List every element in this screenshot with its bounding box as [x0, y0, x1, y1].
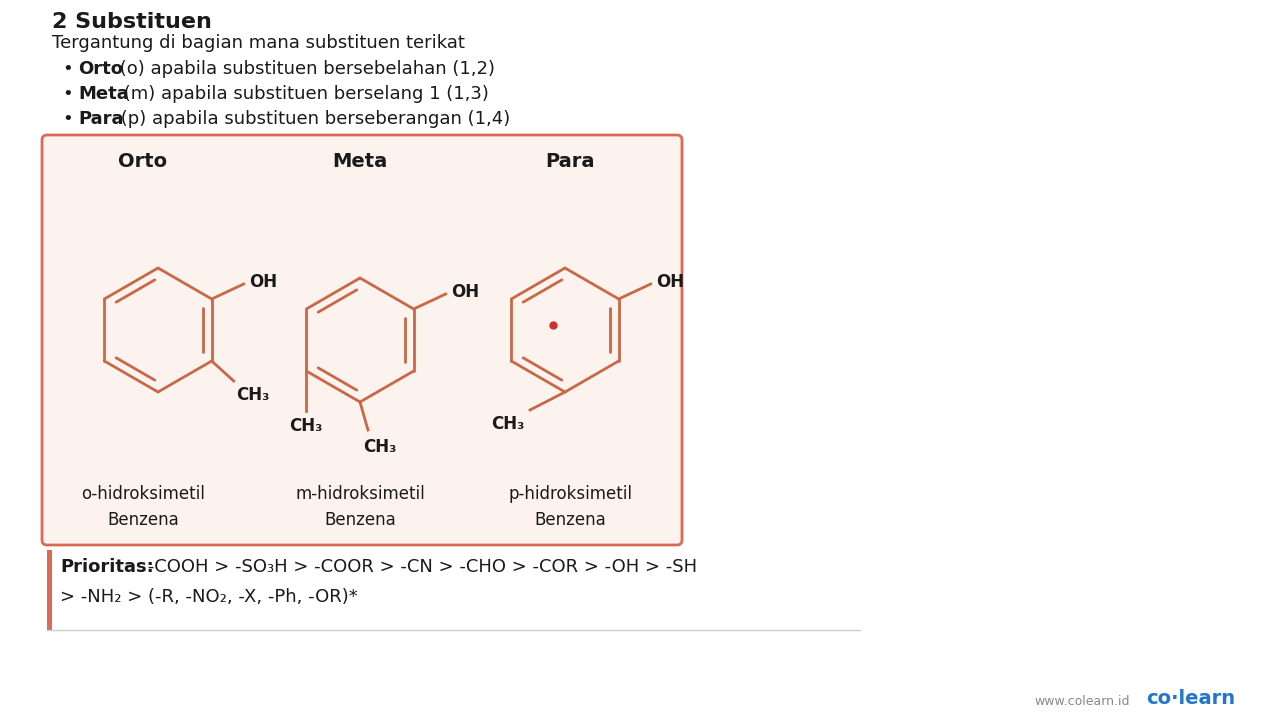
Text: Para: Para [78, 110, 123, 128]
Text: (m) apabila substituen berselang 1 (1,3): (m) apabila substituen berselang 1 (1,3) [118, 85, 489, 103]
Text: OH: OH [248, 273, 276, 291]
Text: OH: OH [451, 283, 479, 301]
Text: co·learn: co·learn [1146, 689, 1235, 708]
Text: Orto: Orto [78, 60, 123, 78]
Text: Para: Para [545, 152, 595, 171]
Text: (o) apabila substituen bersebelahan (1,2): (o) apabila substituen bersebelahan (1,2… [114, 60, 495, 78]
Text: •: • [61, 60, 73, 78]
Text: > -NH₂ > (-R, -NO₂, -X, -Ph, -OR)*: > -NH₂ > (-R, -NO₂, -X, -Ph, -OR)* [60, 588, 357, 606]
Text: CH₃: CH₃ [236, 386, 269, 404]
Bar [47, 550, 52, 630]
Text: o-hidroksimetil
Benzena: o-hidroksimetil Benzena [81, 485, 205, 529]
Text: Orto: Orto [119, 152, 168, 171]
Text: CH₃: CH₃ [364, 438, 397, 456]
Text: m-hidroksimetil
Benzena: m-hidroksimetil Benzena [296, 485, 425, 529]
Text: www.colearn.id: www.colearn.id [1034, 695, 1130, 708]
Text: OH: OH [655, 273, 684, 291]
Text: Meta: Meta [333, 152, 388, 171]
Text: p-hidroksimetil
Benzena: p-hidroksimetil Benzena [508, 485, 632, 529]
Text: (p) apabila substituen berseberangan (1,4): (p) apabila substituen berseberangan (1,… [115, 110, 511, 128]
Text: Prioritas:: Prioritas: [60, 558, 154, 576]
Text: •: • [61, 110, 73, 128]
Text: 2 Substituen: 2 Substituen [52, 12, 212, 32]
Text: CH₃: CH₃ [490, 415, 524, 433]
Text: CH₃: CH₃ [289, 417, 323, 435]
Text: •: • [61, 85, 73, 103]
Text: Tergantung di bagian mana substituen terikat: Tergantung di bagian mana substituen ter… [52, 34, 465, 52]
FancyBboxPatch shape [42, 135, 682, 545]
Text: -COOH > -SO₃H > -COOR > -CN > -CHO > -COR > -OH > -SH: -COOH > -SO₃H > -COOR > -CN > -CHO > -CO… [142, 558, 698, 576]
Text: Meta: Meta [78, 85, 129, 103]
